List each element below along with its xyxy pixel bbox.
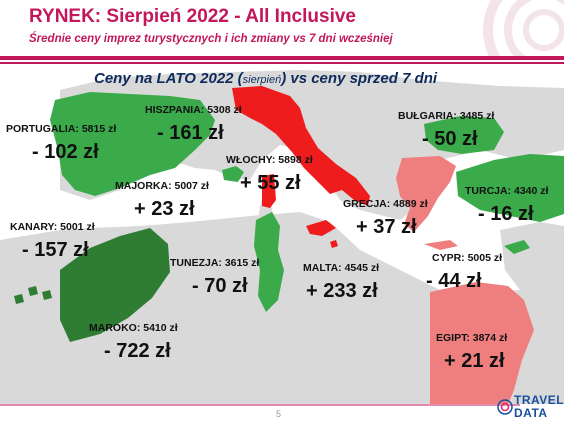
- canaries-shape-3: [14, 294, 24, 304]
- globe-icon: [497, 399, 513, 415]
- header: RYNEK: Sierpień 2022 - All Inclusive Śre…: [0, 0, 564, 64]
- label-bulgaria: BUŁGARIA: 3485 zł: [398, 110, 495, 122]
- change-grecja: + 37 zł: [356, 216, 417, 238]
- map-heading-rest: ) vs ceny sprzed 7 dni: [281, 70, 438, 87]
- footer-divider: [0, 404, 520, 406]
- change-wlochy: + 55 zł: [240, 172, 301, 194]
- spain-shape: [50, 92, 215, 196]
- italy-shape: [232, 86, 370, 206]
- label-grecja: GRECJA: 4889 zł: [343, 198, 428, 210]
- morocco-shape: [60, 228, 170, 342]
- label-tunezja: TUNEZJA: 3615 zł: [170, 257, 260, 269]
- egypt-shape: [430, 282, 534, 404]
- greece-shape: [396, 156, 456, 232]
- crete-shape: [424, 240, 458, 250]
- label-cypr: CYPR: 5005 zł: [432, 252, 503, 264]
- label-maroko: MAROKO: 5410 zł: [89, 322, 178, 334]
- label-majorka: MAJORKA: 5007 zł: [115, 180, 209, 192]
- change-bulgaria: - 50 zł: [422, 128, 478, 150]
- page-title: RYNEK: Sierpień 2022 - All Inclusive: [29, 6, 356, 27]
- label-hiszpania: HISZPANIA: 5308 zł: [145, 104, 242, 116]
- canaries-shape-2: [42, 290, 52, 300]
- majorca-shape: [222, 166, 244, 182]
- change-tunezja: - 70 zł: [192, 275, 248, 297]
- middle-east-land: [500, 222, 564, 300]
- decorative-circles-icon: [483, 0, 564, 58]
- canaries-shape-1: [28, 286, 38, 296]
- label-egipt: EGIPT: 3874 zł: [436, 332, 508, 344]
- header-divider: [0, 56, 564, 60]
- tunisia-shape: [254, 212, 284, 312]
- change-kanary: - 157 zł: [22, 239, 89, 261]
- change-maroko: - 722 zł: [104, 340, 171, 362]
- change-malta: + 233 zł: [306, 280, 378, 302]
- change-egipt: + 21 zł: [444, 350, 505, 372]
- change-turcja: - 16 zł: [478, 203, 534, 225]
- change-cypr: - 44 zł: [426, 270, 482, 292]
- logo-text-data: DATA: [514, 406, 548, 420]
- sicily-shape: [306, 220, 336, 236]
- label-portugalia: PORTUGALIA: 5815 zł: [6, 123, 117, 135]
- map-heading-small: sierpień: [242, 74, 282, 86]
- change-hiszpania: - 161 zł: [157, 122, 224, 144]
- label-turcja: TURCJA: 4340 zł: [465, 185, 549, 197]
- sardinia-red: [262, 174, 276, 208]
- label-wlochy: WŁOCHY: 5898 zł: [226, 154, 313, 166]
- malta-shape: [330, 240, 338, 248]
- travel-data-logo: TRAVEL DATA: [496, 392, 564, 422]
- map-heading: Ceny na LATO 2022 (sierpień) vs ceny spr…: [94, 70, 437, 87]
- page-number: 5: [276, 409, 282, 419]
- bulgaria-shape: [424, 116, 504, 154]
- header-divider-thin: [0, 62, 564, 64]
- change-portugalia: - 102 zł: [32, 141, 99, 163]
- label-kanary: KANARY: 5001 zł: [10, 221, 95, 233]
- change-majorka: + 23 zł: [134, 198, 195, 220]
- turkey-shape: [456, 154, 564, 222]
- map-heading-main: Ceny na LATO 2022 (: [94, 70, 243, 87]
- page-subtitle: Średnie ceny imprez turystycznych i ich …: [29, 33, 393, 45]
- logo-text-travel: TRAVEL: [514, 393, 564, 407]
- label-malta: MALTA: 4545 zł: [303, 262, 380, 274]
- cyprus-shape: [504, 240, 530, 254]
